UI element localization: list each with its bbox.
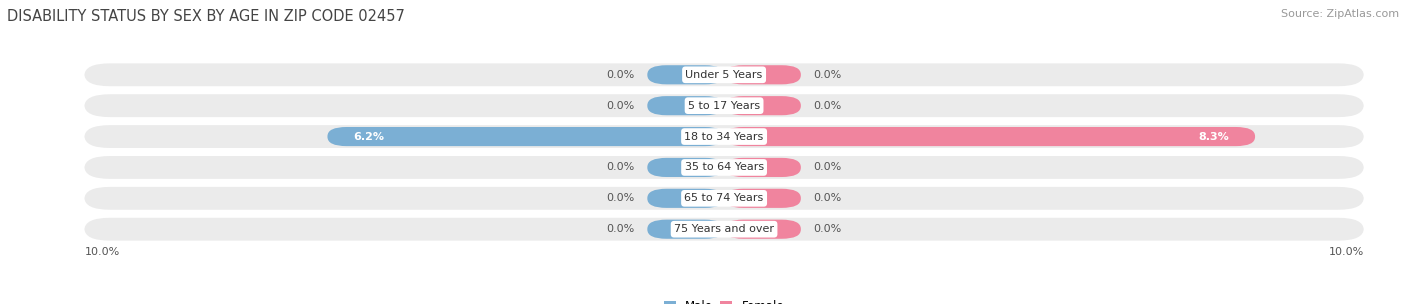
Text: 0.0%: 0.0% bbox=[814, 70, 842, 80]
FancyBboxPatch shape bbox=[724, 189, 801, 208]
FancyBboxPatch shape bbox=[724, 127, 1256, 146]
FancyBboxPatch shape bbox=[724, 158, 801, 177]
Text: 0.0%: 0.0% bbox=[606, 101, 634, 111]
FancyBboxPatch shape bbox=[647, 65, 724, 85]
FancyBboxPatch shape bbox=[724, 65, 801, 85]
Text: 5 to 17 Years: 5 to 17 Years bbox=[688, 101, 761, 111]
Text: Source: ZipAtlas.com: Source: ZipAtlas.com bbox=[1281, 9, 1399, 19]
FancyBboxPatch shape bbox=[647, 158, 724, 177]
Text: 0.0%: 0.0% bbox=[814, 162, 842, 172]
FancyBboxPatch shape bbox=[647, 189, 724, 208]
Text: 0.0%: 0.0% bbox=[606, 70, 634, 80]
Legend: Male, Female: Male, Female bbox=[659, 295, 789, 304]
FancyBboxPatch shape bbox=[724, 96, 801, 115]
Text: 65 to 74 Years: 65 to 74 Years bbox=[685, 193, 763, 203]
Text: 8.3%: 8.3% bbox=[1199, 132, 1229, 142]
Text: 0.0%: 0.0% bbox=[814, 101, 842, 111]
Text: 0.0%: 0.0% bbox=[606, 224, 634, 234]
FancyBboxPatch shape bbox=[84, 125, 1364, 148]
Text: 0.0%: 0.0% bbox=[814, 193, 842, 203]
Text: 0.0%: 0.0% bbox=[606, 162, 634, 172]
Text: 10.0%: 10.0% bbox=[1329, 247, 1364, 257]
FancyBboxPatch shape bbox=[84, 187, 1364, 210]
FancyBboxPatch shape bbox=[724, 219, 801, 239]
Text: 35 to 64 Years: 35 to 64 Years bbox=[685, 162, 763, 172]
Text: 18 to 34 Years: 18 to 34 Years bbox=[685, 132, 763, 142]
FancyBboxPatch shape bbox=[647, 96, 724, 115]
FancyBboxPatch shape bbox=[328, 127, 724, 146]
FancyBboxPatch shape bbox=[647, 219, 724, 239]
Text: 0.0%: 0.0% bbox=[814, 224, 842, 234]
Text: 10.0%: 10.0% bbox=[84, 247, 120, 257]
FancyBboxPatch shape bbox=[84, 218, 1364, 241]
FancyBboxPatch shape bbox=[84, 94, 1364, 117]
Text: 0.0%: 0.0% bbox=[606, 193, 634, 203]
Text: 75 Years and over: 75 Years and over bbox=[673, 224, 775, 234]
Text: Under 5 Years: Under 5 Years bbox=[686, 70, 762, 80]
FancyBboxPatch shape bbox=[84, 63, 1364, 86]
FancyBboxPatch shape bbox=[84, 156, 1364, 179]
Text: 6.2%: 6.2% bbox=[353, 132, 384, 142]
Text: DISABILITY STATUS BY SEX BY AGE IN ZIP CODE 02457: DISABILITY STATUS BY SEX BY AGE IN ZIP C… bbox=[7, 9, 405, 24]
